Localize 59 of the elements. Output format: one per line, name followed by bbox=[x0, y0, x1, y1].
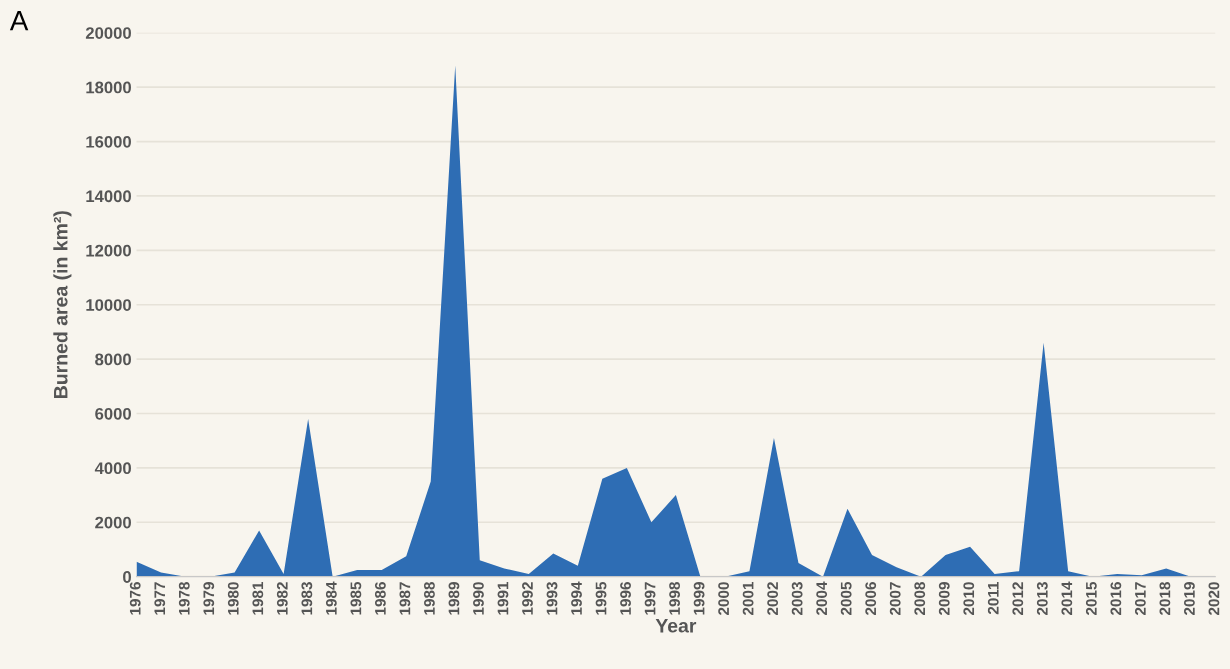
x-tick-label: 2016 bbox=[1110, 582, 1122, 615]
x-tick-label: 2000 bbox=[718, 582, 730, 615]
y-tick-label: 14000 bbox=[86, 190, 131, 203]
x-tick-label: 1985 bbox=[350, 581, 362, 615]
x-tick-label: 2008 bbox=[914, 582, 926, 615]
x-tick-label: 1990 bbox=[473, 582, 484, 615]
x-tick-label: 2001 bbox=[742, 581, 754, 615]
x-tick-label: 1995 bbox=[595, 581, 607, 615]
x-tick-label: 2007 bbox=[889, 582, 901, 615]
x-tick-label: 1976 bbox=[129, 582, 141, 615]
x-tick-label: 2003 bbox=[791, 582, 803, 615]
x-axis-title: Year bbox=[655, 619, 697, 633]
y-tick-label: 8000 bbox=[95, 353, 131, 366]
x-tick-label: 1981 bbox=[252, 581, 264, 615]
x-tick-label: 1983 bbox=[301, 582, 313, 615]
y-tick-label: 2000 bbox=[95, 516, 131, 529]
x-tick-label: 1999 bbox=[693, 582, 705, 615]
x-tick-label: 1992 bbox=[522, 582, 533, 615]
y-axis-title: Burned area (in km²) bbox=[53, 211, 72, 398]
x-tick-label: 1997 bbox=[644, 582, 656, 615]
x-tick-label: 2004 bbox=[816, 581, 828, 615]
x-tick-label: 2011 bbox=[987, 581, 999, 615]
x-tick-label: 2020 bbox=[1208, 582, 1220, 615]
x-tick-label: 2019 bbox=[1184, 582, 1195, 615]
x-tick-label: 1989 bbox=[448, 582, 460, 615]
y-tick-label: 10000 bbox=[86, 299, 131, 311]
x-tick-label: 2002 bbox=[767, 582, 779, 615]
x-tick-label: 1987 bbox=[399, 582, 411, 615]
y-tick-label: 16000 bbox=[86, 135, 131, 148]
x-tick-label: 1994 bbox=[571, 581, 582, 615]
x-tick-label: 1982 bbox=[276, 582, 288, 615]
x-tick-label: 2009 bbox=[938, 582, 950, 615]
y-tick-label: 20000 bbox=[85, 27, 131, 39]
x-tick-label: 2013 bbox=[1036, 582, 1048, 615]
x-tick-label: 1986 bbox=[374, 582, 386, 615]
x-tick-label: 2014 bbox=[1061, 581, 1073, 615]
x-tick-label: 1998 bbox=[669, 582, 680, 615]
x-tick-label: 1977 bbox=[154, 582, 166, 615]
y-tick-label: 4000 bbox=[94, 462, 131, 475]
x-tick-label: 2017 bbox=[1134, 582, 1146, 615]
x-tick-label: 2006 bbox=[865, 582, 877, 615]
x-tick-label: 1991 bbox=[497, 581, 509, 615]
x-tick-label: 2005 bbox=[840, 581, 852, 615]
x-tick-label: 2012 bbox=[1012, 582, 1024, 615]
x-tick-label: 2015 bbox=[1085, 581, 1097, 615]
x-tick-label: 1978 bbox=[178, 582, 190, 615]
x-tick-label: 1996 bbox=[620, 582, 631, 615]
y-tick-label: 0 bbox=[123, 571, 131, 583]
x-tick-label: 1980 bbox=[227, 582, 239, 615]
y-tick-label: 12000 bbox=[86, 244, 131, 257]
x-tick-label: 1988 bbox=[424, 582, 435, 615]
y-tick-label: 6000 bbox=[95, 407, 131, 420]
x-tick-label: 1984 bbox=[325, 581, 337, 615]
x-tick-label: 1979 bbox=[203, 582, 215, 615]
x-tick-label: 2010 bbox=[963, 582, 975, 615]
x-tick-label: 2018 bbox=[1159, 582, 1171, 615]
y-tick-label: 18000 bbox=[86, 81, 131, 94]
text: A bbox=[9, 11, 29, 31]
x-tick-label: 1993 bbox=[546, 582, 558, 615]
